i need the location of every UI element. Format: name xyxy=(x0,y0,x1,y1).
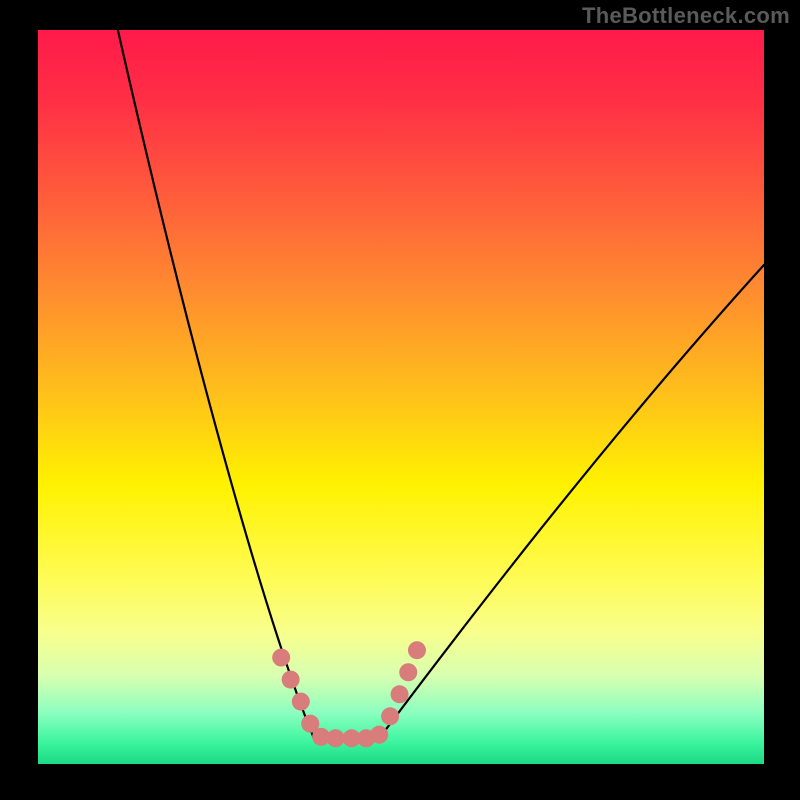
curve-marker xyxy=(408,641,426,659)
curve-marker xyxy=(391,685,409,703)
curve-marker xyxy=(282,671,300,689)
chart-container: TheBottleneck.com xyxy=(0,0,800,800)
curve-marker xyxy=(292,693,310,711)
curve-marker xyxy=(370,726,388,744)
bottleneck-chart xyxy=(0,0,800,800)
curve-marker xyxy=(272,649,290,667)
curve-marker xyxy=(327,729,345,747)
curve-marker xyxy=(381,707,399,725)
plot-background xyxy=(38,30,764,764)
curve-marker xyxy=(399,663,417,681)
